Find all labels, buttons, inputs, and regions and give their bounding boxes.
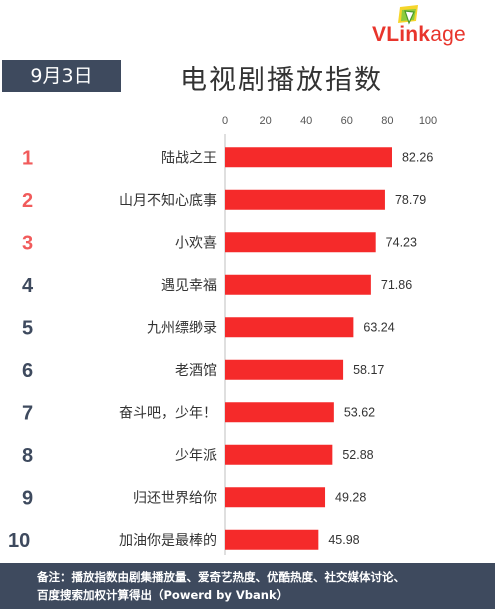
rank-number: 5 <box>22 317 33 339</box>
x-tick-label: 20 <box>259 115 271 127</box>
bar <box>225 274 371 295</box>
footer-line-2: 百度搜索加权计算得出（Powerd by Vbank） <box>37 588 289 602</box>
rank-number: 6 <box>22 360 33 382</box>
x-tick-label: 0 <box>222 115 228 127</box>
value-label: 63.24 <box>363 320 394 334</box>
category-label: 奋斗吧，少年！ <box>119 405 217 421</box>
value-label: 78.79 <box>395 193 426 207</box>
rank-number: 3 <box>22 232 33 254</box>
bar <box>225 402 334 423</box>
bar <box>225 487 326 508</box>
x-tick-label: 40 <box>300 115 312 127</box>
x-tick-label: 60 <box>341 115 353 127</box>
page-title: 电视剧播放指数 <box>180 65 383 96</box>
category-label: 老酒馆 <box>175 363 217 379</box>
rank-number: 4 <box>22 275 34 297</box>
x-tick-label: 100 <box>419 115 437 127</box>
rank-number: 2 <box>22 190 33 212</box>
value-label: 49.28 <box>335 490 366 504</box>
category-label: 小欢喜 <box>175 235 217 251</box>
category-label: 遇见幸福 <box>161 278 217 294</box>
bar <box>225 232 376 253</box>
value-label: 53.62 <box>344 405 375 419</box>
x-tick-label: 80 <box>381 115 393 127</box>
category-label: 少年派 <box>175 448 217 464</box>
value-label: 74.23 <box>386 235 417 249</box>
rank-number: 9 <box>22 487 33 509</box>
bar <box>225 359 344 380</box>
vlinkage-logo: VLinkage <box>372 5 490 49</box>
value-label: 52.88 <box>342 448 373 462</box>
category-label: 九州缥缈录 <box>147 320 217 336</box>
bar <box>225 189 385 210</box>
category-label: 归还世界给你 <box>133 489 217 506</box>
value-label: 45.98 <box>328 533 359 547</box>
value-label: 82.26 <box>402 150 433 164</box>
bar-chart: 0 20 40 60 80 100 1 陆战之王 82.26 2 山月不知心底事 78.79 3 小欢喜 7… <box>8 115 437 555</box>
bar <box>225 147 392 168</box>
value-label: 71.86 <box>381 278 412 292</box>
footer-line-1: 备注：播放指数由剧集播放量、爱奇艺热度、优酷热度、社交媒体讨论、 <box>37 570 405 584</box>
category-label: 陆战之王 <box>161 150 217 166</box>
footer-note: 备注：播放指数由剧集播放量、爱奇艺热度、优酷热度、社交媒体讨论、 百度搜索加权计… <box>0 563 495 609</box>
category-label: 加油你是最棒的 <box>119 533 217 549</box>
category-label: 山月不知心底事 <box>119 192 217 209</box>
bar <box>225 444 333 465</box>
logo-text: VLinkage <box>372 23 466 46</box>
value-label: 58.17 <box>353 363 384 377</box>
rank-number: 7 <box>22 402 33 424</box>
bar <box>225 317 354 338</box>
rank-number: 8 <box>22 445 33 467</box>
rank-number: 1 <box>22 147 33 169</box>
date-badge: 9月3日 <box>2 60 121 92</box>
logo-mark-icon <box>398 5 418 25</box>
rank-number: 10 <box>8 530 30 552</box>
bar <box>225 529 319 550</box>
